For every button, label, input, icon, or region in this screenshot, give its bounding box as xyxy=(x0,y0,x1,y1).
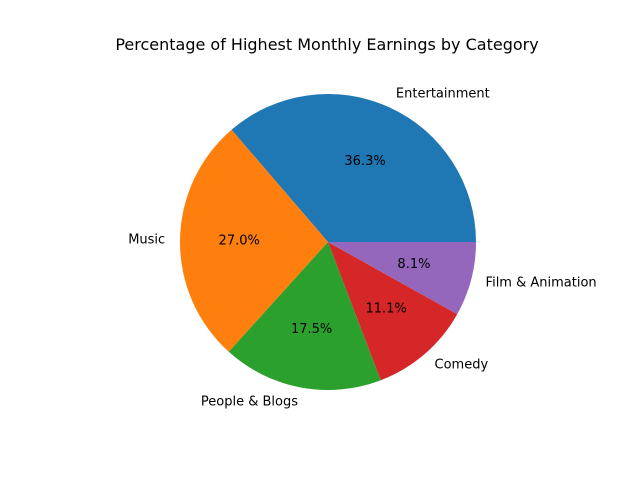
pct-label-comedy: 11.1% xyxy=(365,302,406,317)
slice-label-people-and-blogs: People & Blogs xyxy=(201,395,298,410)
slice-label-comedy: Comedy xyxy=(435,358,489,373)
pie-slices xyxy=(179,94,476,390)
pct-label-film-and-animation: 8.1% xyxy=(397,257,430,272)
pie-slice-film-and-animation xyxy=(328,242,476,315)
pie-slice-comedy xyxy=(328,242,458,381)
pct-label-people-and-blogs: 17.5% xyxy=(291,322,332,337)
chart-title: Percentage of Highest Monthly Earnings b… xyxy=(115,35,538,54)
slice-label-entertainment: Entertainment xyxy=(396,87,490,102)
pie-slice-people-and-blogs xyxy=(228,242,381,390)
pie-slice-music xyxy=(179,129,328,352)
pct-label-entertainment: 36.3% xyxy=(344,154,385,169)
slice-label-music: Music xyxy=(128,232,165,247)
slice-label-film-and-animation: Film & Animation xyxy=(486,275,597,290)
pct-label-music: 27.0% xyxy=(219,233,260,248)
pie-slice-entertainment xyxy=(231,94,476,243)
pie-labels: Entertainment 36.3% Music 27.0% People & Blo… xyxy=(128,87,596,410)
